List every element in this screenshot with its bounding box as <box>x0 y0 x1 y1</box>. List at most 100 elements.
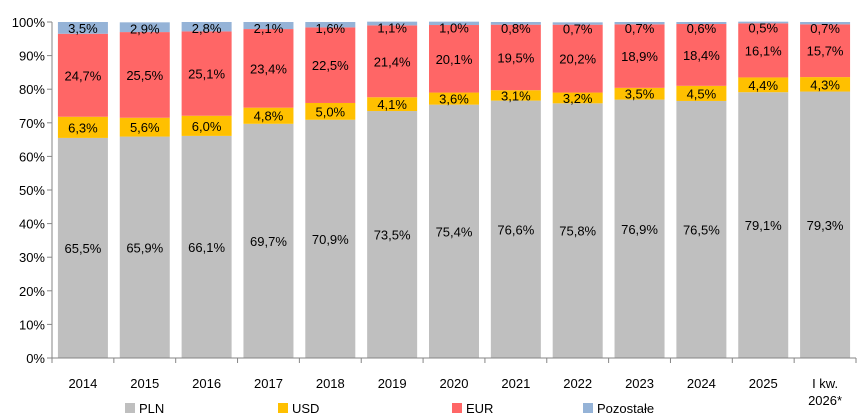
data-label: 2,8% <box>192 21 222 36</box>
legend-swatch-usd <box>278 403 288 413</box>
bar-segment-pln <box>57 137 108 358</box>
bar-segment-eur <box>738 23 789 78</box>
x-tick-label: 2024 <box>687 376 716 391</box>
bar-segment-eur <box>57 33 108 117</box>
bar-segment-pozostałe <box>738 21 789 24</box>
y-tick-label: 0% <box>26 351 45 366</box>
data-label: 3,5% <box>68 21 98 36</box>
y-tick-label: 50% <box>19 183 45 198</box>
data-label: 4,3% <box>810 77 840 92</box>
legend-label: USD <box>292 401 319 416</box>
data-label: 0,5% <box>748 21 778 36</box>
bar-segment-eur <box>552 24 603 93</box>
bar-segment-pln <box>367 111 418 358</box>
data-label: 75,8% <box>559 224 596 239</box>
bar-segment-usd <box>367 97 418 112</box>
y-tick-label: 10% <box>19 317 45 332</box>
data-label: 3,5% <box>625 87 655 102</box>
data-label: 24,7% <box>64 68 101 83</box>
data-label: 2,9% <box>130 21 160 36</box>
data-label: 23,4% <box>250 61 287 76</box>
bar-segment-usd <box>429 92 479 105</box>
data-label: 16,1% <box>745 43 782 58</box>
bar-segment-pozostałe <box>429 21 479 26</box>
bar-segment-eur <box>305 27 356 103</box>
data-label: 76,6% <box>497 222 534 237</box>
data-label: 69,7% <box>250 234 287 249</box>
data-label: 4,1% <box>377 97 407 112</box>
data-label: 4,5% <box>687 86 717 101</box>
x-tick-label: 2025 <box>749 376 778 391</box>
data-label: 6,0% <box>192 119 222 134</box>
bar-segment-usd <box>243 107 294 124</box>
x-tick-label: 2019 <box>378 376 407 391</box>
y-tick-label: 60% <box>19 149 45 164</box>
y-tick-label: 100% <box>12 15 46 30</box>
bar-segment-usd <box>552 92 603 104</box>
data-label: 3,2% <box>563 91 593 106</box>
data-label: 76,5% <box>683 222 720 237</box>
x-tick-label: 2022 <box>563 376 592 391</box>
data-label: 5,0% <box>315 104 345 119</box>
bar-segment-pozostałe <box>676 22 727 25</box>
data-label: 0,7% <box>563 21 593 36</box>
y-tick-label: 40% <box>19 217 45 232</box>
data-label: 5,6% <box>130 120 160 135</box>
x-tick-label: 2017 <box>254 376 283 391</box>
bar-segment-pozostałe <box>800 22 851 25</box>
data-label: 1,0% <box>439 21 469 36</box>
bar-segment-pozostałe <box>614 22 665 25</box>
data-label: 18,9% <box>621 49 658 64</box>
x-tick-label: 2018 <box>316 376 345 391</box>
bar-segment-pozostałe <box>305 22 356 28</box>
data-label: 20,1% <box>436 52 473 67</box>
data-label: 76,9% <box>621 222 658 237</box>
bar-segment-pln <box>181 135 232 358</box>
bar-segment-pln <box>305 119 356 358</box>
data-label: 0,7% <box>625 21 655 36</box>
bar-segment-usd <box>676 85 727 101</box>
bar-segment-usd <box>305 102 356 120</box>
data-label: 66,1% <box>188 240 225 255</box>
legend-label: EUR <box>466 401 493 416</box>
legend-swatch-pln <box>125 403 135 413</box>
data-label: 75,4% <box>436 224 473 239</box>
bar-segment-eur <box>429 25 479 93</box>
bar-segment-usd <box>800 77 851 92</box>
bar-segment-eur <box>676 24 727 86</box>
y-tick-label: 80% <box>19 82 45 97</box>
data-label: 2,1% <box>254 21 284 36</box>
bar-segment-usd <box>57 116 108 138</box>
bar-segment-pln <box>676 100 727 359</box>
data-label: 1,6% <box>315 21 345 36</box>
data-label: 79,1% <box>745 218 782 233</box>
bar-segment-usd <box>119 117 170 137</box>
legend-label: PLN <box>139 401 164 416</box>
data-label: 73,5% <box>374 228 411 243</box>
x-tick-label: 2014 <box>68 376 97 391</box>
bar-segment-usd <box>738 77 789 93</box>
bar-segment-pozostałe <box>490 22 541 25</box>
legend-label: Pozostałe <box>597 401 654 416</box>
data-label: 65,9% <box>126 240 163 255</box>
bar-segment-eur <box>367 25 418 98</box>
bar-segment-pozostałe <box>367 21 418 26</box>
bar-segment-pln <box>800 91 851 358</box>
x-tick-label: I kw. 2026* <box>808 376 842 408</box>
bar-segment-pozostałe <box>181 22 232 32</box>
bar-segment-usd <box>614 87 665 100</box>
data-label: 21,4% <box>374 54 411 69</box>
data-label: 18,4% <box>683 48 720 63</box>
bar-segment-eur <box>800 24 851 78</box>
bar-segment-pozostałe <box>119 22 170 33</box>
data-label: 1,1% <box>377 21 407 36</box>
data-label: 3,1% <box>501 88 531 103</box>
data-label: 79,3% <box>807 218 844 233</box>
bar-segment-eur <box>614 24 665 88</box>
legend-swatch-eur <box>452 403 462 413</box>
bar-segment-pln <box>243 123 294 358</box>
data-label: 0,8% <box>501 21 531 36</box>
data-label: 0,6% <box>687 21 717 36</box>
x-tick-label: 2015 <box>130 376 159 391</box>
bar-segment-pozostałe <box>57 22 108 34</box>
